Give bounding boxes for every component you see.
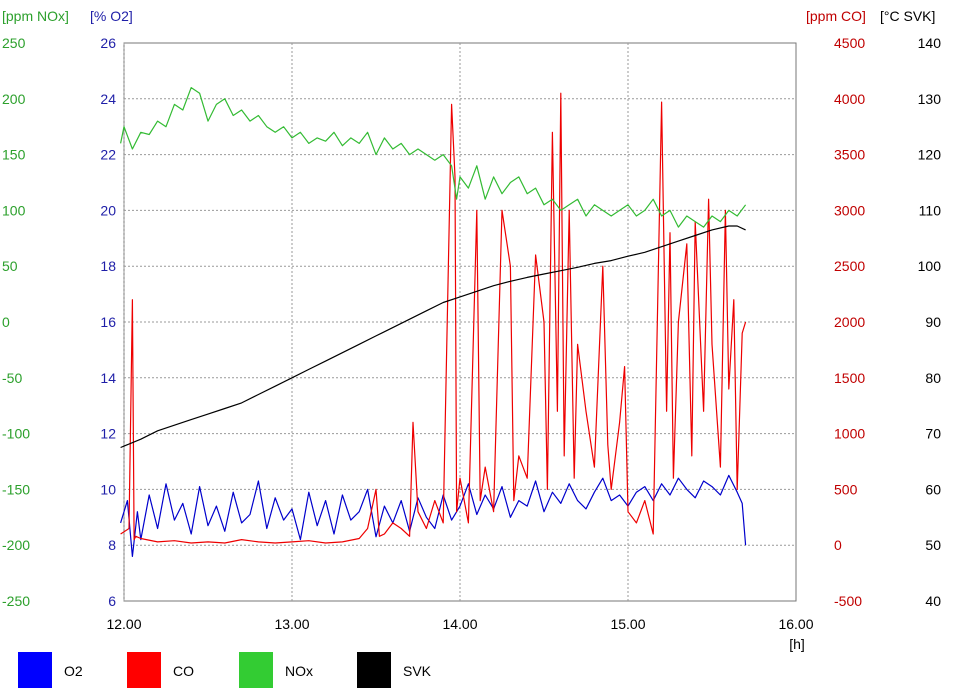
- legend-label: O2: [64, 663, 83, 679]
- y-tick-nox: 100: [2, 202, 26, 218]
- legend: O2 CO NOx SVK: [18, 652, 432, 688]
- y-tick-o2: 20: [100, 202, 116, 218]
- legend-item-co: CO: [127, 652, 194, 688]
- y-tick-co: 4500: [834, 35, 865, 51]
- y-tick-svk: 140: [918, 35, 942, 51]
- legend-swatch: [357, 652, 391, 688]
- y-tick-nox: 0: [2, 314, 10, 330]
- series-lines: [120, 87, 747, 557]
- y-tick-o2: 6: [108, 593, 116, 609]
- y-tick-co: 3000: [834, 202, 865, 218]
- y-tick-co: -500: [834, 593, 862, 609]
- y-tick-co: 3500: [834, 147, 865, 163]
- y-tick-svk: 50: [925, 537, 941, 553]
- y-tick-co: 2500: [834, 258, 865, 274]
- y-tick-svk: 130: [918, 91, 942, 107]
- y-tick-co: 4000: [834, 91, 865, 107]
- legend-swatch: [239, 652, 273, 688]
- legend-label: CO: [173, 663, 194, 679]
- x-tick-label: 16.00: [778, 616, 813, 632]
- y-tick-nox: -100: [2, 426, 30, 442]
- y-tick-nox: -50: [2, 370, 22, 386]
- legend-item-o2: O2: [18, 652, 83, 688]
- y-tick-nox: 150: [2, 147, 26, 163]
- y-tick-o2: 12: [100, 426, 116, 442]
- axis-title-svk: [°C SVK]: [880, 8, 935, 24]
- series-line-co: [120, 92, 747, 544]
- axis-tick-labels: -250-200-150-100-50050100150200250681012…: [2, 35, 941, 609]
- x-unit-label: [h]: [789, 636, 805, 652]
- y-tick-nox: 50: [2, 258, 18, 274]
- legend-item-nox: NOx: [239, 652, 313, 688]
- x-tick-label: 13.00: [274, 616, 309, 632]
- y-tick-nox: -150: [2, 481, 30, 497]
- y-tick-o2: 10: [100, 481, 116, 497]
- x-tick-label: 15.00: [610, 616, 645, 632]
- y-tick-o2: 22: [100, 147, 116, 163]
- y-tick-svk: 120: [918, 147, 942, 163]
- legend-swatch: [127, 652, 161, 688]
- y-tick-svk: 110: [919, 202, 942, 218]
- y-tick-co: 2000: [834, 314, 865, 330]
- legend-label: SVK: [403, 663, 432, 679]
- axis-title-co: [ppm CO]: [806, 8, 866, 24]
- x-tick-label: 12.00: [106, 616, 141, 632]
- axis-title-nox: [ppm NOx]: [2, 8, 69, 24]
- legend-item-svk: SVK: [357, 652, 432, 688]
- y-tick-o2: 18: [100, 258, 116, 274]
- axis-titles: [ppm NOx] [% O2] [ppm CO] [°C SVK]: [2, 8, 935, 24]
- y-tick-svk: 40: [925, 593, 941, 609]
- y-tick-svk: 100: [918, 258, 942, 274]
- y-tick-nox: 250: [2, 35, 26, 51]
- y-tick-svk: 90: [925, 314, 941, 330]
- y-tick-nox: -200: [2, 537, 30, 553]
- y-tick-o2: 26: [100, 35, 116, 51]
- series-line-svk: [120, 225, 746, 449]
- y-tick-svk: 70: [925, 426, 941, 442]
- series-line-nox: [120, 87, 747, 228]
- legend-swatch: [18, 652, 52, 688]
- y-tick-co: 1000: [834, 426, 865, 442]
- y-tick-o2: 16: [100, 314, 116, 330]
- y-tick-nox: -250: [2, 593, 30, 609]
- series-line-o2: [120, 474, 747, 557]
- y-tick-nox: 200: [2, 91, 26, 107]
- y-tick-o2: 14: [100, 370, 116, 386]
- y-tick-o2: 8: [108, 537, 116, 553]
- y-tick-svk: 80: [925, 370, 941, 386]
- y-tick-co: 1500: [834, 370, 865, 386]
- legend-label: NOx: [285, 663, 313, 679]
- y-tick-svk: 60: [925, 481, 941, 497]
- y-tick-co: 500: [834, 481, 858, 497]
- y-tick-co: 0: [834, 537, 842, 553]
- y-tick-o2: 24: [100, 91, 116, 107]
- x-tick-labels: 12.00 13.00 14.00 15.00 16.00: [106, 616, 813, 632]
- axis-title-o2: [% O2]: [90, 8, 133, 24]
- x-tick-label: 14.00: [442, 616, 477, 632]
